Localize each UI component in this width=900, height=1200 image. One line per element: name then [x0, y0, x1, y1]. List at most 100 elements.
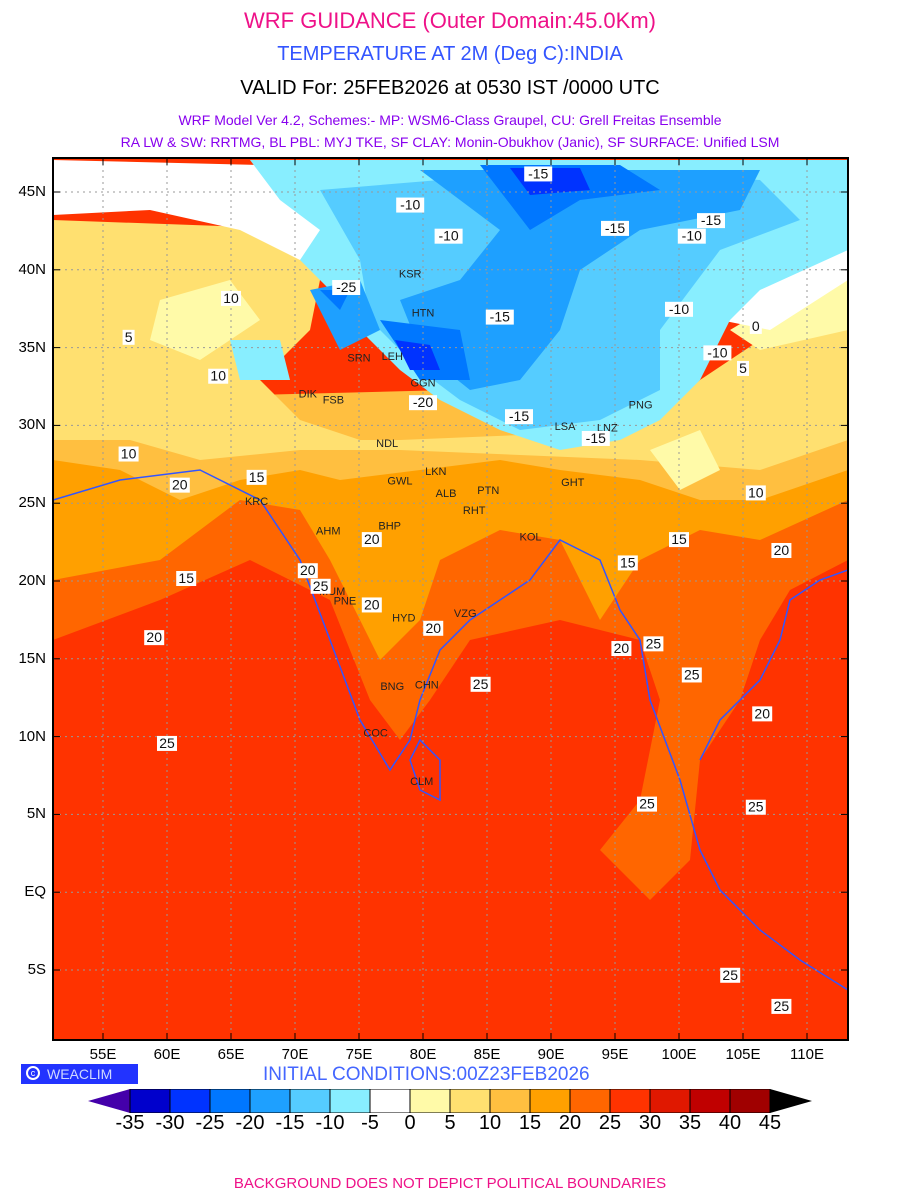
band-5-10	[53, 220, 848, 470]
svg-text:10: 10	[210, 368, 226, 384]
svg-text:20: 20	[300, 562, 316, 578]
lon-label: 80E	[409, 1046, 437, 1063]
colorbar-swatch	[249, 1089, 291, 1113]
contour-label: 25	[310, 578, 331, 594]
contour-label: 20	[423, 620, 444, 636]
colorbar-tick-label: -20	[235, 1112, 265, 1134]
contour-label: -10	[665, 301, 693, 317]
contour-label: 20	[611, 640, 632, 657]
contour-label: 20	[752, 705, 773, 722]
initial-conditions: INITIAL CONDITIONS:00Z23FEB2026	[263, 1064, 590, 1085]
contour-label: 20	[297, 562, 318, 579]
colorbar	[88, 1089, 812, 1113]
colorbar-swatch	[169, 1089, 211, 1113]
station-label: PNG	[629, 399, 653, 411]
lat-label: 5N	[26, 805, 46, 823]
svg-text:20: 20	[614, 640, 630, 656]
station-label: HYD	[392, 612, 415, 624]
lat-label: 20N	[18, 572, 46, 589]
contour-label: 25	[771, 998, 792, 1014]
contour-label: 25	[637, 796, 657, 812]
lat-label: 40N	[18, 260, 46, 278]
contour-label: 25	[720, 967, 741, 983]
contour-label: 25	[681, 666, 702, 683]
svg-text:-15: -15	[586, 430, 606, 446]
station-label: BHP	[378, 521, 401, 533]
lat-label: EQ	[24, 883, 46, 901]
colorbar-swatch	[209, 1089, 251, 1113]
station-label: KOL	[520, 532, 542, 544]
footer-disclaimer: BACKGROUND DOES NOT DEPICT POLITICAL BOU…	[233, 1175, 667, 1192]
station-label: KSR	[399, 269, 422, 281]
contour-label: 10	[221, 290, 241, 306]
station-label: CHN	[415, 679, 439, 691]
station-label: LKN	[425, 466, 446, 478]
contour-label: 25	[157, 735, 177, 751]
contour-label: -15	[697, 212, 725, 229]
station-label: HTN	[412, 307, 435, 319]
station-label: VZG	[454, 608, 477, 620]
lon-label: 85E	[473, 1046, 501, 1063]
temperature-map: KSR HTN LEH SRN GGN DIK FSB NDL LKN GWL ALB PTN RHT G…	[52, 157, 849, 1041]
svg-text:-10: -10	[682, 228, 702, 244]
contour-label: 15	[246, 469, 267, 485]
svg-text:-15: -15	[701, 212, 721, 228]
svg-text:25: 25	[639, 796, 655, 812]
colorbar-tick-label: -15	[275, 1112, 305, 1134]
lat-label: 15N	[18, 649, 46, 667]
svg-text:5: 5	[739, 360, 747, 376]
contour-label: 5	[737, 360, 749, 376]
colorbar-swatch	[409, 1089, 451, 1113]
contour-label: 20	[361, 531, 382, 548]
svg-text:20: 20	[364, 531, 380, 547]
band-minus5-0	[53, 160, 848, 330]
station-labels: KSR HTN LEH SRN GGN DIK FSB NDL LKN GWL ALB PTN RHT G…	[245, 269, 653, 788]
contour-label: 15	[669, 531, 689, 548]
copyright-icon: c	[26, 1066, 40, 1080]
axis-ticks	[53, 158, 848, 1040]
contour-label: 0	[749, 318, 762, 334]
svg-text:-10: -10	[400, 197, 420, 213]
colorbar-tick-label: 5	[444, 1112, 456, 1134]
svg-text:-15: -15	[605, 220, 625, 236]
station-label: SRN	[347, 353, 370, 365]
colorbar-tick-label: 40	[718, 1112, 742, 1134]
station-label: GGN	[410, 378, 435, 390]
contour-label: -25	[332, 279, 361, 296]
svg-text:-10: -10	[438, 228, 458, 244]
contour-label: 20	[144, 629, 165, 646]
colorbar-tick-label: -30	[155, 1112, 185, 1134]
station-label: AHM	[316, 525, 340, 537]
lat-label: 45N	[18, 183, 46, 200]
station-label: BNG	[380, 681, 404, 693]
contour-label: -15	[581, 430, 610, 446]
colorbar-under-arrow	[88, 1089, 130, 1113]
colorbar-tick-label: 45	[758, 1112, 782, 1134]
station-label: GHT	[561, 477, 585, 489]
colorbar-tick-label: -35	[115, 1112, 145, 1134]
station-label: LSA	[555, 421, 576, 433]
contour-label: 25	[470, 676, 491, 692]
station-label: COC	[363, 728, 388, 740]
colorbar-tick-label: -5	[361, 1112, 379, 1134]
contour-labels: -15-10-10 -15 -15-10-25-15 -10-10-15-20-150…	[118, 165, 792, 1014]
contour-label: -10	[396, 197, 425, 213]
svg-text:15: 15	[671, 531, 687, 547]
svg-text:25: 25	[722, 967, 738, 983]
chart-subtitle: TEMPERATURE AT 2M (Deg C):INDIA	[277, 43, 623, 65]
lat-label: 35N	[18, 338, 46, 356]
colorbar-swatch	[329, 1089, 371, 1113]
contour-label: 10	[118, 446, 139, 462]
contour-label: 25	[745, 799, 766, 815]
svg-text:-15: -15	[490, 309, 510, 325]
station-label: LEH	[382, 351, 403, 363]
lon-label: 105E	[725, 1046, 761, 1063]
contour-label: 10	[208, 368, 229, 384]
svg-text:20: 20	[425, 620, 441, 636]
svg-text:5: 5	[125, 329, 133, 345]
contour-label: 20	[361, 596, 382, 613]
lon-label: 90E	[537, 1046, 565, 1063]
colorbar-swatch	[729, 1089, 771, 1113]
band-minus25-minus20	[320, 165, 660, 380]
svg-text:10: 10	[223, 290, 239, 306]
